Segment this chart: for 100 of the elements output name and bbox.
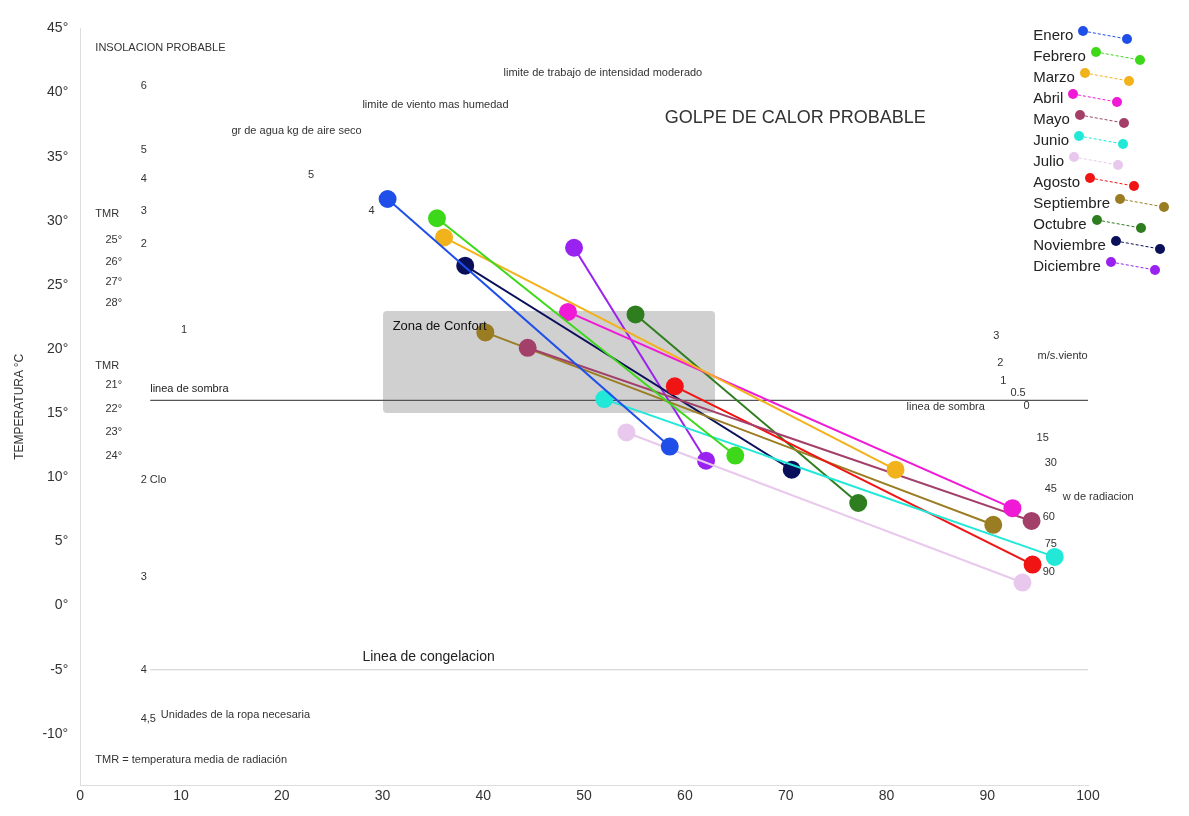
annotation: 4: [140, 662, 147, 675]
y-tick-label: -5°: [50, 660, 69, 677]
legend-label: Noviembre: [1033, 236, 1106, 253]
legend-label: Octubre: [1033, 215, 1087, 232]
y-axis-title: TEMPERATURA °C: [11, 353, 26, 460]
annotation: 60: [1042, 510, 1055, 523]
annotation: 15: [1036, 430, 1049, 443]
x-tick-label: 40: [475, 787, 492, 804]
annotation: 2: [997, 356, 1004, 369]
annotation: 75: [1044, 537, 1057, 550]
ref-line-label: Linea de congelacion: [362, 647, 495, 664]
annotation: 2: [140, 236, 147, 249]
ref-line-label: linea de sombra: [150, 381, 230, 394]
annotation: 90: [1042, 565, 1055, 578]
x-tick-label: 70: [777, 787, 794, 804]
annotation: 26°: [105, 254, 123, 267]
y-tick-label: 10°: [47, 468, 69, 485]
annotation: 23°: [105, 425, 123, 438]
point: [626, 305, 645, 324]
y-tick-label: 5°: [54, 532, 69, 549]
point: [435, 228, 454, 247]
point: [1003, 499, 1022, 518]
annotation: INSOLACION PROBABLE: [95, 40, 226, 53]
y-tick-label: 30°: [47, 211, 69, 228]
x-tick-label: 60: [677, 787, 693, 804]
point: [1022, 511, 1041, 530]
annotation: 28°: [105, 295, 123, 308]
y-tick-label: 45°: [47, 19, 69, 36]
legend-label: Mayo: [1033, 110, 1070, 127]
point: [1013, 573, 1032, 592]
annotation: 25°: [105, 233, 123, 246]
legend-label: Septiembre: [1033, 194, 1110, 211]
y-tick-label: 0°: [54, 596, 69, 613]
point: [660, 437, 679, 456]
point: [849, 494, 868, 512]
point: [427, 209, 446, 228]
y-tick-label: 15°: [47, 404, 69, 421]
annotation: linea de sombra: [906, 399, 986, 412]
x-tick-label: 20: [274, 787, 290, 804]
y-tick-label: -10°: [42, 724, 69, 741]
y-tick-label: 20°: [47, 339, 69, 356]
annotation: gr de agua kg de aire seco: [231, 124, 362, 137]
annotation: 27°: [105, 275, 123, 288]
annotation: GOLPE DE CALOR PROBABLE: [664, 107, 926, 128]
annotation: 4: [140, 171, 147, 184]
annotation: 45: [1044, 481, 1057, 494]
legend-label: Julio: [1033, 152, 1065, 169]
annotation: Zona de Confort: [392, 317, 487, 333]
point: [518, 338, 537, 357]
point: [984, 515, 1003, 534]
point: [617, 423, 636, 442]
point: [726, 446, 745, 465]
annotation: 21°: [105, 378, 123, 391]
annotation: 0.5: [1010, 385, 1026, 398]
annotation: 6: [140, 79, 147, 92]
legend-label: Agosto: [1033, 173, 1080, 190]
annotation: 3: [993, 329, 1000, 342]
legend-label: Enero: [1033, 26, 1074, 43]
annotation: 3: [140, 203, 147, 216]
x-tick-label: 30: [374, 787, 391, 804]
y-tick-label: 25°: [47, 275, 69, 292]
point: [886, 460, 905, 479]
annotation: 4: [368, 203, 375, 216]
x-tick-label: 50: [576, 787, 593, 804]
x-tick-label: 100: [1076, 787, 1100, 804]
annotation: limite de viento mas humedad: [362, 98, 509, 111]
legend-label: Abril: [1033, 89, 1064, 106]
annotation: 24°: [105, 448, 123, 461]
point: [1023, 555, 1042, 574]
annotation: 30: [1044, 456, 1057, 469]
annotation: TMR: [95, 358, 120, 371]
annotation: 5: [140, 143, 147, 156]
annotation: TMR: [95, 207, 120, 220]
x-tick-label: 80: [878, 787, 895, 804]
annotation: TMR = temperatura media de radiación: [95, 752, 288, 765]
annotation: w de radiacion: [1061, 489, 1134, 502]
annotation: 5: [307, 167, 315, 180]
point: [565, 238, 584, 257]
x-tick-label: 10: [173, 787, 190, 804]
x-tick-label: 90: [979, 787, 996, 804]
legend-label: Junio: [1033, 131, 1070, 148]
legend-label: Diciembre: [1033, 257, 1101, 274]
annotation: limite de trabajo de intensidad moderado: [503, 66, 703, 79]
annotation: 4,5: [140, 711, 156, 724]
point: [558, 302, 577, 321]
annotation: 1: [181, 322, 188, 335]
y-tick-label: 35°: [47, 147, 69, 164]
annotation: 1: [1000, 374, 1007, 387]
point: [1045, 547, 1064, 566]
point: [665, 377, 684, 396]
x-tick-label: 0: [76, 787, 85, 804]
y-tick-label: 40°: [47, 83, 69, 100]
annotation: Unidades de la ropa necesaria: [160, 707, 311, 720]
annotation: 2 Clo: [140, 472, 167, 485]
point: [595, 390, 614, 409]
annotation: 22°: [105, 402, 123, 415]
annotation: m/s.viento: [1037, 348, 1088, 361]
legend-label: Marzo: [1033, 68, 1075, 85]
annotation: 0: [1023, 398, 1030, 411]
legend-label: Febrero: [1033, 47, 1086, 64]
